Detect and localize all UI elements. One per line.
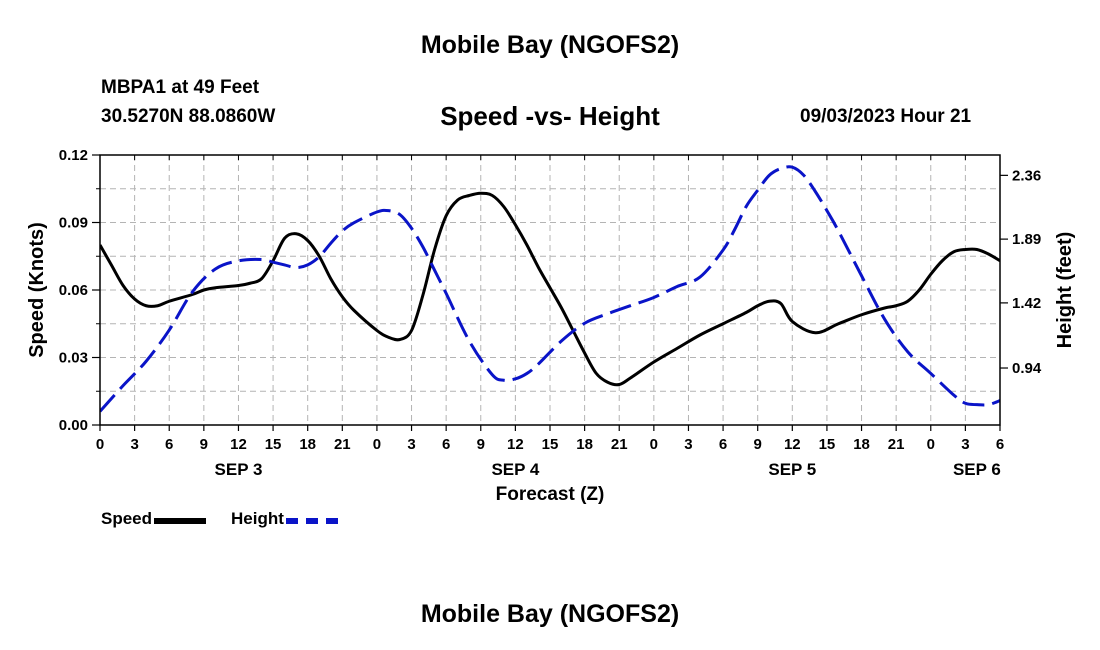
- x-tick-label: 15: [265, 436, 282, 453]
- legend-height-swatch: [285, 518, 338, 524]
- x-tick-label: 9: [200, 436, 208, 453]
- x-tick-label: 3: [407, 436, 415, 453]
- y-tick-label: 0.12: [59, 147, 88, 164]
- y-axis-label: Speed (Knots): [26, 222, 48, 358]
- x-tick-label: 9: [477, 436, 485, 453]
- legend-height: Height: [231, 509, 338, 529]
- y-tick-label: 0.09: [59, 215, 88, 232]
- legend-speed: Speed: [101, 509, 207, 529]
- x-tick-label: 21: [888, 436, 905, 453]
- x-tick-label: 3: [130, 436, 138, 453]
- x-tick-label: 12: [230, 436, 247, 453]
- y2-tick-label: 1.89: [1012, 231, 1041, 248]
- x-tick-label: 6: [996, 436, 1004, 453]
- x-tick-label: 21: [334, 436, 351, 453]
- x-axis-label: Forecast (Z): [496, 484, 605, 505]
- date-label: SEP 4: [491, 460, 539, 479]
- x-tick-label: 9: [754, 436, 762, 453]
- chart-subtitle: Speed -vs- Height: [440, 101, 660, 131]
- x-tick-label: 21: [611, 436, 628, 453]
- y-tick-label: 0.00: [59, 417, 88, 434]
- x-tick-label: 6: [442, 436, 450, 453]
- y-tick-label: 0.03: [59, 350, 88, 367]
- station-label: MBPA1 at 49 Feet: [101, 77, 260, 98]
- x-tick-label: 0: [373, 436, 381, 453]
- series-layer: [100, 165, 1000, 413]
- main-title: Mobile Bay (NGOFS2): [420, 31, 680, 59]
- x-tick-label: 6: [165, 436, 173, 453]
- x-tick-label: 18: [576, 436, 593, 453]
- x-tick-label: 18: [853, 436, 870, 453]
- x-tick-label: 0: [96, 436, 104, 453]
- date-label: SEP 5: [768, 460, 816, 479]
- y2-tick-label: 2.36: [1012, 167, 1041, 184]
- x-tick-label: 3: [684, 436, 692, 453]
- y2-tick-label: 0.94: [1012, 360, 1042, 377]
- date-label: SEP 3: [215, 460, 263, 479]
- x-tick-label: 12: [507, 436, 524, 453]
- legend-speed-label: Speed: [101, 509, 153, 528]
- x-tick-label: 15: [542, 436, 559, 453]
- axes: 0 3 6 9 12 15 18 21 0 3 6 9 12 15 18 21 0 3 6 9 12 15 18 21 0 3 6 0…: [59, 147, 1042, 479]
- bottom-title: Mobile Bay (NGOFS2): [420, 600, 680, 628]
- forecast-datetime: 09/03/2023 Hour 21: [800, 106, 972, 127]
- series-line-speed: [100, 191, 1000, 387]
- y2-tick-label: 1.42: [1012, 295, 1041, 312]
- x-tick-label: 18: [299, 436, 316, 453]
- x-tick-label: 15: [819, 436, 836, 453]
- date-label: SEP 6: [953, 460, 1001, 479]
- x-tick-label: 0: [927, 436, 935, 453]
- y2-axis-label: Height (feet): [1054, 232, 1076, 349]
- legend-speed-swatch: [154, 518, 207, 524]
- legend-height-label: Height: [231, 509, 284, 528]
- coordinates-label: 30.5270N 88.0860W: [101, 106, 276, 127]
- x-tick-label: 12: [784, 436, 801, 453]
- x-tick-label: 6: [719, 436, 727, 453]
- x-tick-label: 0: [650, 436, 658, 453]
- y-tick-label: 0.06: [59, 282, 88, 299]
- series-line-height: [100, 165, 1000, 413]
- x-tick-label: 3: [961, 436, 969, 453]
